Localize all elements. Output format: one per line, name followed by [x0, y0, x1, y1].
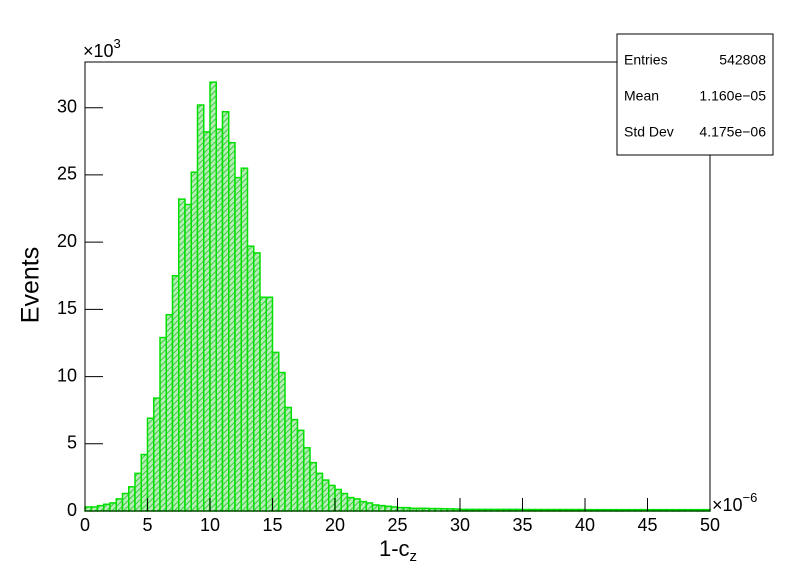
bar — [365, 502, 374, 512]
stats-value: 1.160e−05 — [699, 88, 766, 104]
x-tick-label: 50 — [700, 515, 720, 535]
x-tick-label: 25 — [387, 515, 407, 535]
bar — [271, 351, 280, 512]
x-tick-label: 0 — [80, 515, 90, 535]
bar — [146, 417, 155, 512]
bar — [109, 502, 117, 512]
stats-label: Entries — [624, 52, 668, 68]
y-tick-label: 30 — [57, 96, 77, 116]
bar — [240, 167, 249, 512]
bar — [140, 453, 149, 512]
x-multiplier: ×10−6 — [712, 490, 757, 514]
y-multiplier-base: ×10 — [83, 41, 114, 61]
stats-box: Entries 542808 Mean 1.160e−05 Std Dev 4.175e−… — [616, 33, 774, 156]
bar — [321, 479, 330, 512]
bar — [259, 296, 267, 512]
bar — [346, 496, 355, 512]
x-tick-label: 35 — [512, 515, 532, 535]
bar — [96, 504, 105, 512]
x-multiplier-exp: −6 — [743, 490, 758, 505]
bar — [290, 418, 299, 512]
x-axis-title-sub: z — [410, 548, 418, 565]
stats-frame — [616, 33, 774, 156]
bar — [128, 486, 136, 512]
x-axis-title: 1-cz — [379, 536, 417, 565]
bar — [359, 500, 367, 512]
x-multiplier-base: ×10 — [712, 495, 743, 515]
bar — [396, 506, 405, 512]
bar — [159, 336, 167, 512]
bar — [328, 484, 336, 512]
bar — [284, 406, 292, 512]
bar — [234, 176, 242, 512]
bar — [153, 397, 161, 512]
x-tick-label: 10 — [200, 515, 220, 535]
bar — [303, 447, 311, 512]
bar — [353, 498, 361, 512]
stats-value: 542808 — [719, 52, 766, 68]
y-tick-label: 25 — [57, 164, 77, 184]
stats-label: Mean — [624, 88, 659, 104]
bar — [215, 128, 224, 512]
bar — [371, 504, 380, 512]
bar — [390, 506, 399, 512]
y-tick-label: 20 — [57, 231, 77, 251]
y-tick-label: 0 — [67, 500, 77, 520]
bar — [334, 488, 342, 512]
bar — [103, 503, 111, 512]
y-axis-title: Events — [17, 247, 45, 323]
bar — [265, 296, 274, 512]
bar — [309, 461, 317, 512]
bar — [246, 245, 255, 512]
y-tick-label: 10 — [57, 365, 77, 385]
y-multiplier-exp: 3 — [114, 36, 121, 51]
bar — [278, 371, 286, 512]
bar — [340, 492, 349, 512]
x-tick-label: 40 — [575, 515, 595, 535]
bar — [403, 506, 411, 512]
bar — [221, 110, 230, 512]
bar — [190, 171, 199, 512]
bar — [253, 252, 261, 512]
bar — [378, 504, 386, 512]
bar — [121, 492, 130, 512]
bar — [178, 198, 186, 512]
bar — [209, 81, 217, 512]
bar — [84, 506, 92, 512]
bar — [203, 131, 211, 512]
bar — [184, 203, 192, 512]
x-tick-label: 45 — [637, 515, 657, 535]
bar — [171, 274, 180, 512]
y-tick-label: 5 — [67, 433, 77, 453]
x-axis-title-main: 1-c — [379, 536, 410, 561]
bar — [165, 313, 174, 512]
bar — [384, 505, 392, 512]
x-tick-label: 20 — [325, 515, 345, 535]
bar — [196, 104, 205, 512]
stats-value: 4.175e−06 — [699, 124, 766, 140]
y-tick-label: 15 — [57, 298, 77, 318]
x-tick-label: 15 — [262, 515, 282, 535]
bar — [134, 472, 142, 512]
x-tick-label: 30 — [450, 515, 470, 535]
bar — [296, 429, 305, 512]
bar — [90, 506, 99, 512]
y-multiplier: ×103 — [83, 36, 121, 60]
x-tick-label: 5 — [142, 515, 152, 535]
bar — [228, 141, 236, 512]
bar — [115, 498, 124, 512]
stats-label: Std Dev — [624, 124, 674, 140]
bar — [315, 472, 324, 512]
